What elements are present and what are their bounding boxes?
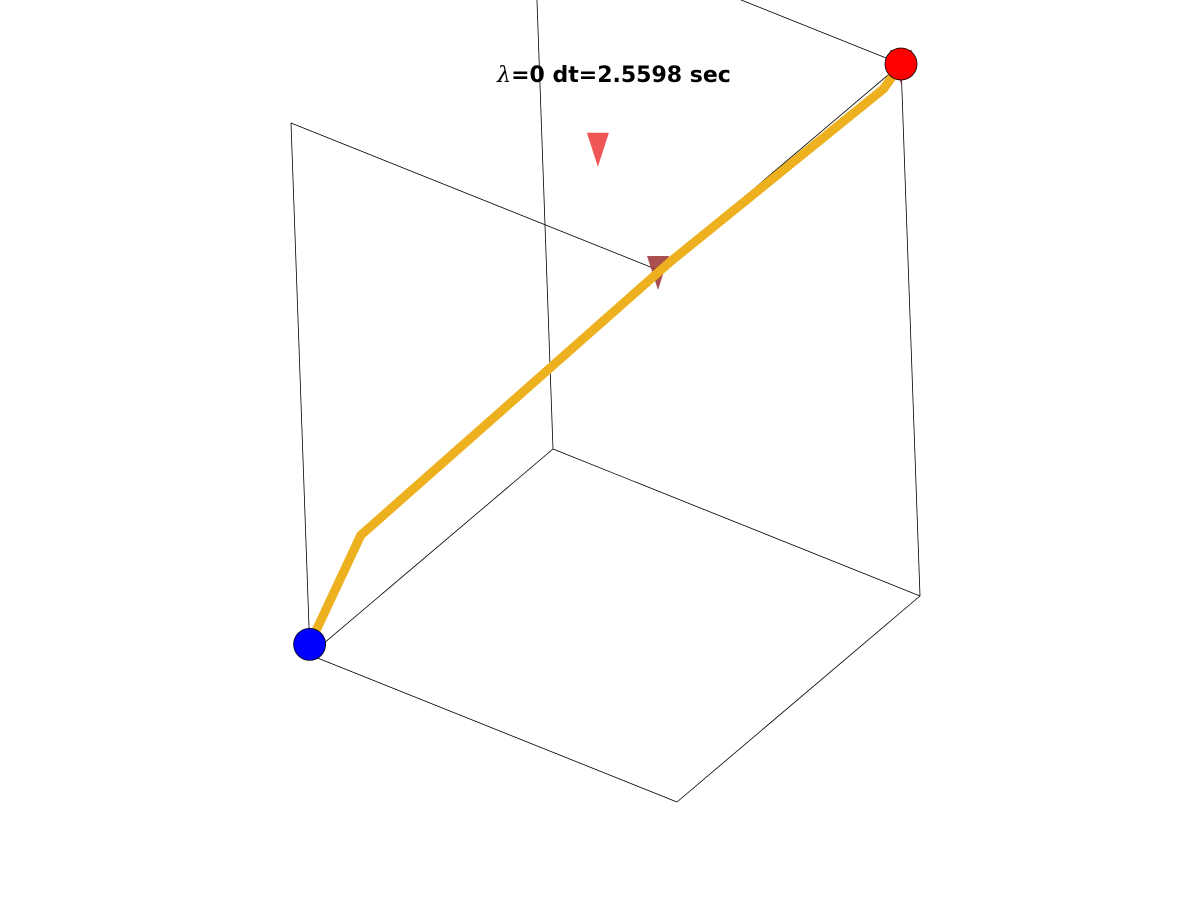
- direction-arrows: [586, 50, 912, 290]
- trajectory-line-0: [305, 59, 906, 649]
- box-edge-9: [309, 448, 554, 656]
- box-edge-2: [900, 63, 921, 597]
- box-edge-7: [290, 122, 659, 271]
- title-lambda-symbol: λ: [497, 63, 512, 88]
- title-text: =0 dt=2.5598 sec: [511, 63, 731, 88]
- axes-box: [290, 0, 921, 803]
- box-edge-1: [309, 654, 678, 803]
- markers: [293, 47, 918, 661]
- direction-arrow-0: [586, 132, 609, 167]
- trajectory-group: [305, 59, 906, 649]
- box-edge-8: [552, 448, 921, 597]
- box-edge-5: [740, 0, 902, 65]
- box-edge-10: [536, 0, 554, 450]
- start-marker: [293, 627, 327, 661]
- box-edge-3: [290, 122, 311, 656]
- box-edge-0: [676, 595, 921, 803]
- end-marker: [884, 47, 918, 81]
- plot-title: λ=0 dt=2.5598 sec: [0, 63, 1196, 88]
